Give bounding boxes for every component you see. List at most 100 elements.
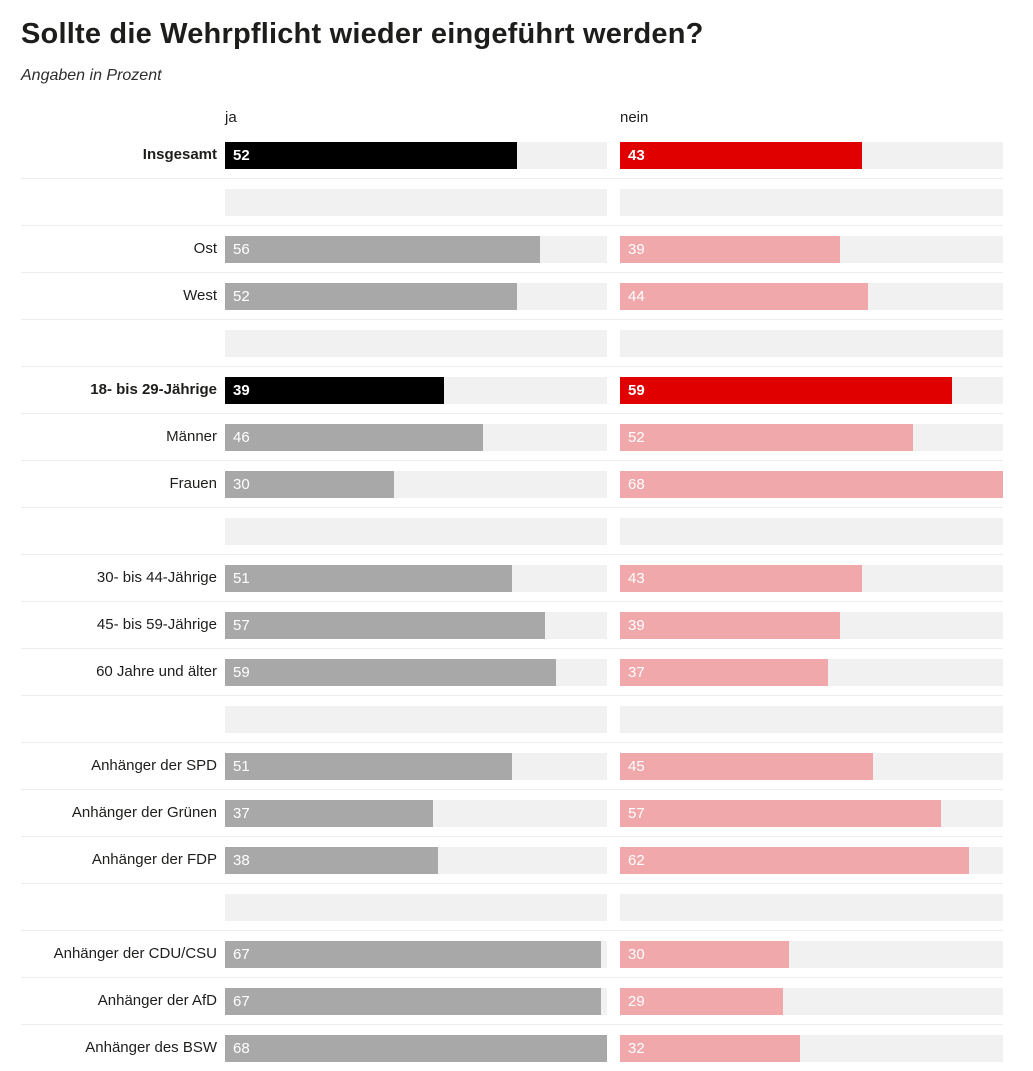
nein-bar-track bbox=[620, 517, 1003, 545]
ja-bar-track: 68 bbox=[225, 1034, 607, 1062]
chart-row: Anhänger der CDU/CSU 67 30 bbox=[21, 931, 1003, 978]
row-label: West bbox=[183, 287, 217, 304]
nein-bar-track bbox=[620, 188, 1003, 216]
bar-value: 39 bbox=[628, 240, 645, 258]
ja-bar: 39 bbox=[225, 376, 445, 404]
spacer-row bbox=[21, 696, 1003, 743]
bar-value: 68 bbox=[628, 475, 645, 493]
bar-value: 52 bbox=[233, 287, 250, 305]
ja-bar: 46 bbox=[225, 423, 484, 451]
ja-bar: 51 bbox=[225, 564, 512, 592]
bar-value: 30 bbox=[233, 475, 250, 493]
nein-bar-track: 30 bbox=[620, 940, 1003, 968]
nein-bar-track: 59 bbox=[620, 376, 1003, 404]
ja-bar-track: 39 bbox=[225, 376, 607, 404]
ja-bar-track: 52 bbox=[225, 141, 607, 169]
row-label: Männer bbox=[166, 428, 217, 445]
ja-bar-track: 37 bbox=[225, 799, 607, 827]
row-label: 30- bis 44-Jährige bbox=[96, 569, 217, 586]
ja-bar-track bbox=[225, 893, 607, 921]
ja-bar-track: 67 bbox=[225, 987, 607, 1015]
nein-bar-track bbox=[620, 329, 1003, 357]
chart-row: West 52 44 bbox=[21, 273, 1003, 320]
nein-bar-track: 39 bbox=[620, 611, 1003, 639]
nein-bar-track bbox=[620, 893, 1003, 921]
bar-value: 32 bbox=[628, 1039, 645, 1057]
nein-bar-track: 32 bbox=[620, 1034, 1003, 1062]
bar-value: 67 bbox=[233, 992, 250, 1010]
chart-row: 18- bis 29-Jährige 39 59 bbox=[21, 367, 1003, 414]
nein-bar-track: 29 bbox=[620, 987, 1003, 1015]
bar-value: 67 bbox=[233, 945, 250, 963]
nein-bar: 43 bbox=[620, 564, 863, 592]
nein-bar-track: 39 bbox=[620, 235, 1003, 263]
chart-row: 30- bis 44-Jährige 51 43 bbox=[21, 555, 1003, 602]
nein-bar: 45 bbox=[620, 752, 874, 780]
bar-value: 52 bbox=[233, 146, 250, 164]
ja-bar-track bbox=[225, 705, 607, 733]
ja-bar: 52 bbox=[225, 282, 518, 310]
bar-rows: Insgesamt 52 43 Ost 56 39 West 52 44 18- bis 29-J… bbox=[21, 132, 1003, 1071]
page-title: Sollte die Wehrpflicht wieder eingeführt… bbox=[21, 18, 704, 50]
bar-value: 39 bbox=[233, 381, 250, 399]
bar-value: 29 bbox=[628, 992, 645, 1010]
bar-value: 52 bbox=[628, 428, 645, 446]
chart-row: Anhänger der SPD 51 45 bbox=[21, 743, 1003, 790]
ja-bar-track: 67 bbox=[225, 940, 607, 968]
bar-value: 62 bbox=[628, 851, 645, 869]
ja-bar: 57 bbox=[225, 611, 546, 639]
bar-value: 37 bbox=[628, 663, 645, 681]
chart-row: Ost 56 39 bbox=[21, 226, 1003, 273]
ja-bar-track: 51 bbox=[225, 752, 607, 780]
nein-bar: 39 bbox=[620, 611, 840, 639]
ja-bar-track: 57 bbox=[225, 611, 607, 639]
bar-value: 51 bbox=[233, 569, 250, 587]
row-label: Anhänger der FDP bbox=[91, 851, 217, 868]
chart-row: Anhänger der AfD 67 29 bbox=[21, 978, 1003, 1025]
row-label: Anhänger der AfD bbox=[97, 992, 217, 1009]
chart-row: Anhänger des BSW 68 32 bbox=[21, 1025, 1003, 1071]
row-label: Anhänger der CDU/CSU bbox=[53, 945, 217, 962]
bar-value: 51 bbox=[233, 757, 250, 775]
ja-bar: 38 bbox=[225, 846, 439, 874]
spacer-row bbox=[21, 320, 1003, 367]
bar-value: 43 bbox=[628, 146, 645, 164]
row-label: 45- bis 59-Jährige bbox=[96, 616, 217, 633]
bar-value: 37 bbox=[233, 804, 250, 822]
nein-bar: 68 bbox=[620, 470, 1003, 498]
ja-bar: 67 bbox=[225, 940, 602, 968]
nein-bar-track: 43 bbox=[620, 564, 1003, 592]
bar-value: 68 bbox=[233, 1039, 250, 1057]
ja-bar-track: 56 bbox=[225, 235, 607, 263]
row-label: Anhänger des BSW bbox=[85, 1039, 217, 1056]
spacer-row bbox=[21, 884, 1003, 931]
nein-bar: 37 bbox=[620, 658, 829, 686]
bar-value: 57 bbox=[628, 804, 645, 822]
nein-bar-track: 44 bbox=[620, 282, 1003, 310]
ja-bar-track bbox=[225, 188, 607, 216]
chart-row: Anhänger der Grünen 37 57 bbox=[21, 790, 1003, 837]
nein-bar: 52 bbox=[620, 423, 913, 451]
ja-bar-track bbox=[225, 329, 607, 357]
chart-row: Anhänger der FDP 38 62 bbox=[21, 837, 1003, 884]
nein-bar: 57 bbox=[620, 799, 942, 827]
ja-bar-track: 52 bbox=[225, 282, 607, 310]
ja-bar: 52 bbox=[225, 141, 518, 169]
bar-value: 38 bbox=[233, 851, 250, 869]
nein-bar: 62 bbox=[620, 846, 970, 874]
bar-value: 46 bbox=[233, 428, 250, 446]
nein-bar: 30 bbox=[620, 940, 789, 968]
ja-bar: 68 bbox=[225, 1034, 607, 1062]
column-header-ja: ja bbox=[225, 109, 237, 126]
spacer-row bbox=[21, 508, 1003, 555]
chart-row: Insgesamt 52 43 bbox=[21, 132, 1003, 179]
chart-row: 60 Jahre und älter 59 37 bbox=[21, 649, 1003, 696]
nein-bar: 29 bbox=[620, 987, 784, 1015]
nein-bar-track: 37 bbox=[620, 658, 1003, 686]
ja-bar: 30 bbox=[225, 470, 394, 498]
bar-value: 30 bbox=[628, 945, 645, 963]
row-label: Frauen bbox=[169, 475, 217, 492]
ja-bar: 51 bbox=[225, 752, 512, 780]
ja-bar: 59 bbox=[225, 658, 557, 686]
